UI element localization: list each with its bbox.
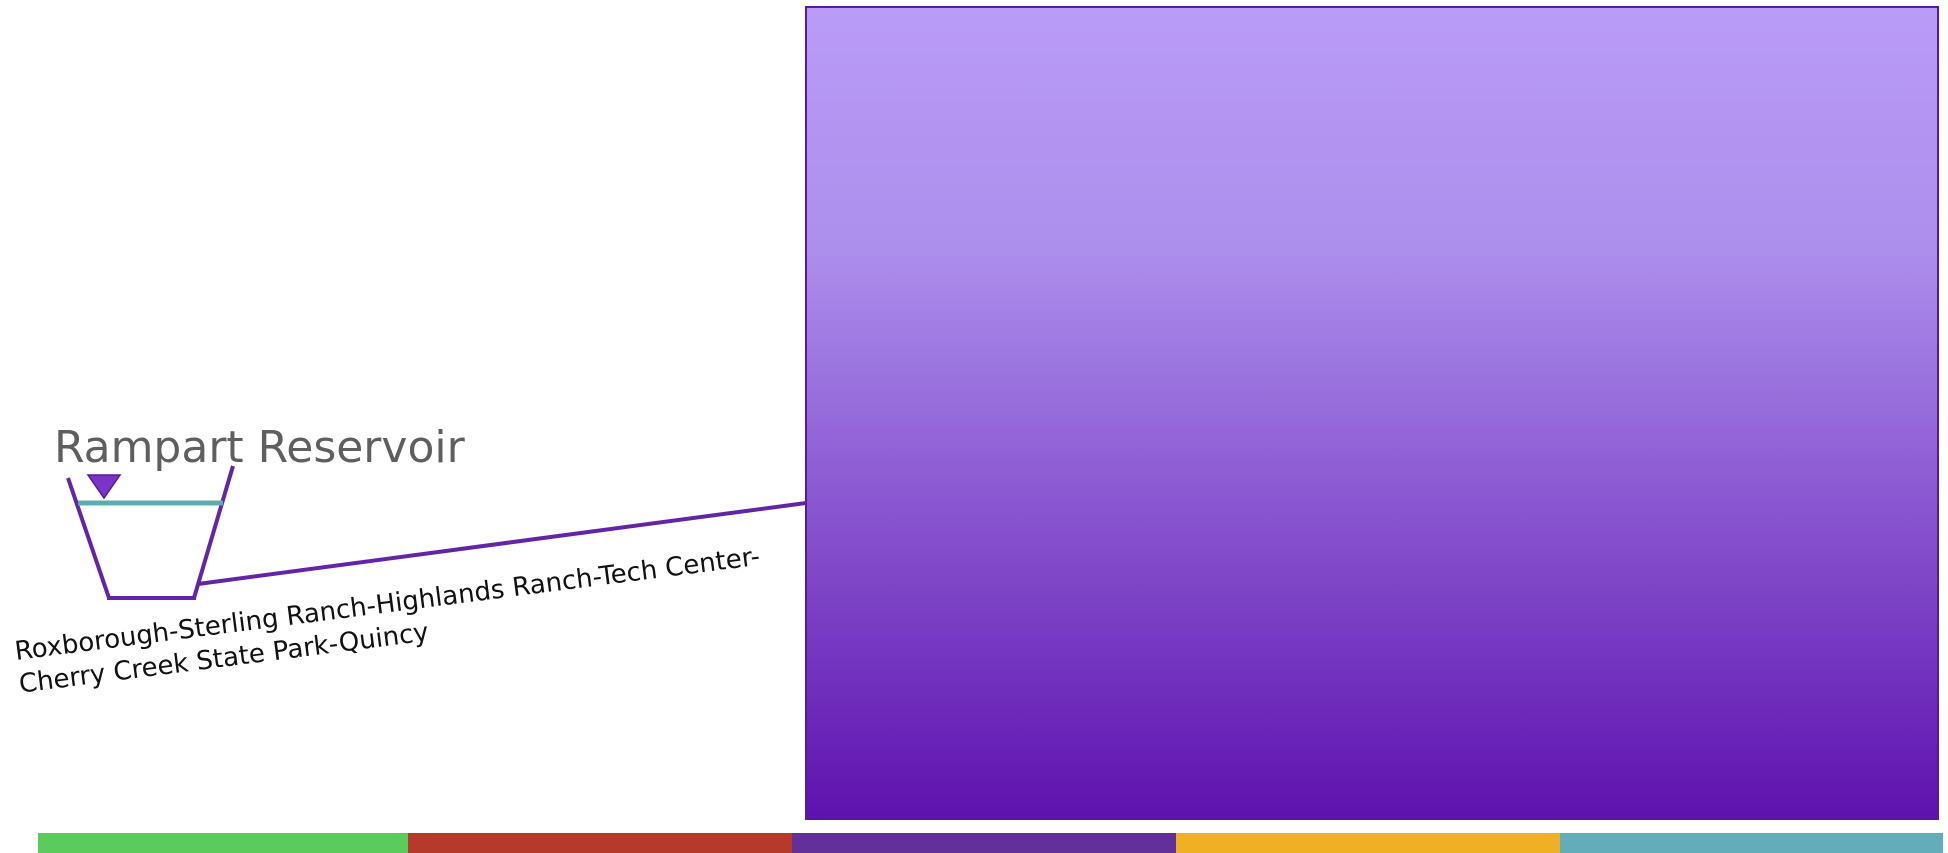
- reservoir-basin-icon: [66, 465, 235, 600]
- gradient-panel: [805, 6, 1939, 820]
- route-label: Roxborough-Sterling Ranch-Highlands Ranc…: [13, 542, 762, 700]
- stripe-segment-purple: [792, 833, 1176, 853]
- water-level-marker-icon: [86, 474, 122, 500]
- route-connector-line: [197, 501, 807, 586]
- stripe-segment-yellow: [1176, 833, 1560, 853]
- stripe-segment-green: [38, 833, 408, 853]
- stripe-segment-red: [408, 833, 792, 853]
- stripe-segment-teal: [1560, 833, 1943, 853]
- reservoir-title: Rampart Reservoir: [54, 422, 466, 473]
